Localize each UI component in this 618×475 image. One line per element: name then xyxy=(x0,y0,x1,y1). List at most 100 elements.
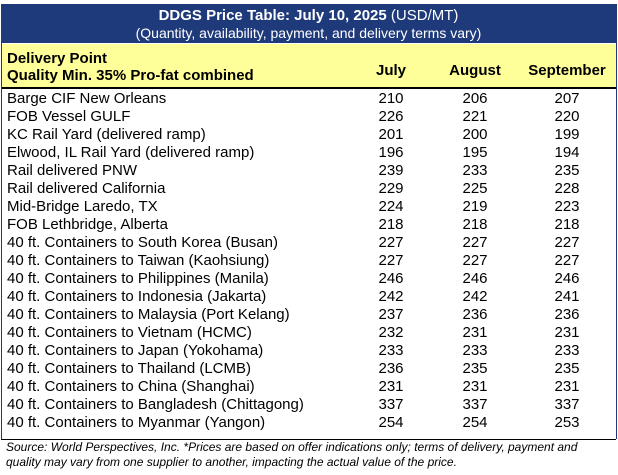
header-delivery-point: Delivery Point Quality Min. 35% Pro-fat … xyxy=(7,50,254,84)
row-delivery-point: 40 ft. Containers to China (Shanghai) xyxy=(7,378,255,395)
table-row: 40 ft. Containers to Malaysia (Port Kela… xyxy=(1,306,616,324)
price-september: 218 xyxy=(554,216,580,233)
row-delivery-point: 40 ft. Containers to Malaysia (Port Kela… xyxy=(7,306,290,323)
price-september: 337 xyxy=(554,396,580,413)
source-footnote: Source: World Perspectives, Inc. *Prices… xyxy=(6,440,578,469)
table-subtitle: (Quantity, availability, payment, and de… xyxy=(135,25,482,41)
price-july: 337 xyxy=(378,396,404,413)
price-july: 229 xyxy=(378,180,404,197)
table-row: 40 ft. Containers to Vietnam (HCMC) 232 23… xyxy=(1,324,616,342)
price-august: 219 xyxy=(462,198,488,215)
price-july: 237 xyxy=(378,306,404,323)
table-left-border xyxy=(1,4,2,439)
price-september: 231 xyxy=(554,378,580,395)
row-delivery-point: 40 ft. Containers to Indonesia (Jakarta) xyxy=(7,288,267,305)
table-title-text: DDGS Price Table: July 10, 2025 xyxy=(158,7,387,24)
table-row: Rail delivered California 229 225 228 xyxy=(1,180,616,198)
price-september: 227 xyxy=(554,234,580,251)
price-july: 232 xyxy=(378,324,404,341)
price-august: 221 xyxy=(462,108,488,125)
price-july: 201 xyxy=(378,126,404,143)
price-september: 236 xyxy=(554,306,580,323)
price-september: 235 xyxy=(554,360,580,377)
header-col-july: July xyxy=(375,62,406,79)
price-july: 196 xyxy=(378,144,404,161)
price-july: 236 xyxy=(378,360,404,377)
table-row: 40 ft. Containers to Philippines (Manila… xyxy=(1,270,616,288)
price-july: 227 xyxy=(378,252,404,269)
table-row: 40 ft. Containers to Thailand (LCMB) 236 2… xyxy=(1,360,616,378)
price-august: 195 xyxy=(462,144,488,161)
table-row: 40 ft. Containers to Japan (Yokohama) 233… xyxy=(1,342,616,360)
price-september: 253 xyxy=(554,414,580,431)
header-delivery-point-label: Delivery Point xyxy=(7,50,108,67)
table-row: Rail delivered PNW 239 233 235 xyxy=(1,162,616,180)
price-august: 231 xyxy=(462,324,488,341)
price-august: 242 xyxy=(462,288,488,305)
row-delivery-point: 40 ft. Containers to Taiwan (Kaohsiung) xyxy=(7,252,270,269)
price-july: 233 xyxy=(378,342,404,359)
row-delivery-point: 40 ft. Containers to Japan (Yokohama) xyxy=(7,342,264,359)
price-september: 246 xyxy=(554,270,580,287)
price-july: 218 xyxy=(378,216,404,233)
price-september: 199 xyxy=(554,126,580,143)
price-july: 231 xyxy=(378,378,404,395)
price-september: 220 xyxy=(554,108,580,125)
price-august: 236 xyxy=(462,306,488,323)
price-august: 227 xyxy=(462,252,488,269)
row-delivery-point: Rail delivered California xyxy=(7,180,166,197)
table-title: DDGS Price Table: July 10, 2025 (USD/MT) xyxy=(2,7,615,25)
price-september: 223 xyxy=(554,198,580,215)
price-july: 226 xyxy=(378,108,404,125)
table-row: FOB Lethbridge, Alberta 218 218 218 xyxy=(1,216,616,234)
header-col-september: September xyxy=(528,62,606,79)
row-delivery-point: KC Rail Yard (delivered ramp) xyxy=(7,126,206,143)
table-bottom-rule xyxy=(1,439,616,440)
table-row: 40 ft. Containers to China (Shanghai) 231… xyxy=(1,378,616,396)
price-august: 235 xyxy=(462,360,488,377)
table-body: Barge CIF New Orleans 210 206 207 FOB Vessel… xyxy=(1,90,616,432)
table-header: Delivery Point Quality Min. 35% Pro-fat … xyxy=(1,44,616,89)
header-quality-label: Quality Min. 35% Pro-fat combined xyxy=(7,67,254,84)
row-delivery-point: FOB Lethbridge, Alberta xyxy=(7,216,168,233)
price-september: 241 xyxy=(554,288,580,305)
price-august: 200 xyxy=(462,126,488,143)
table-row: 40 ft. Containers to Myanmar (Yangon) 254… xyxy=(1,414,616,432)
row-delivery-point: 40 ft. Containers to Thailand (LCMB) xyxy=(7,360,252,377)
table-row: 40 ft. Containers to South Korea (Busan)… xyxy=(1,234,616,252)
row-delivery-point: 40 ft. Containers to South Korea (Busan) xyxy=(7,234,278,251)
row-delivery-point: Barge CIF New Orleans xyxy=(7,90,167,107)
price-august: 337 xyxy=(462,396,488,413)
row-delivery-point: 40 ft. Containers to Vietnam (HCMC) xyxy=(7,324,252,341)
row-delivery-point: Rail delivered PNW xyxy=(7,162,138,179)
row-delivery-point: FOB Vessel GULF xyxy=(7,108,131,125)
table-title-bar: DDGS Price Table: July 10, 2025 (USD/MT)… xyxy=(1,4,616,43)
price-august: 231 xyxy=(462,378,488,395)
price-september: 231 xyxy=(554,324,580,341)
price-july: 224 xyxy=(378,198,404,215)
price-august: 233 xyxy=(462,342,488,359)
row-delivery-point: 40 ft. Containers to Philippines (Manila… xyxy=(7,270,269,287)
row-delivery-point: Elwood, IL Rail Yard (delivered ramp) xyxy=(7,144,255,161)
price-september: 233 xyxy=(554,342,580,359)
table-row: 40 ft. Containers to Taiwan (Kaohsiung) 2… xyxy=(1,252,616,270)
price-august: 246 xyxy=(462,270,488,287)
table-row: 40 ft. Containers to Indonesia (Jakarta)… xyxy=(1,288,616,306)
price-august: 206 xyxy=(462,90,488,107)
row-delivery-point: 40 ft. Containers to Bangladesh (Chittag… xyxy=(7,396,304,413)
price-august: 225 xyxy=(462,180,488,197)
row-delivery-point: Mid-Bridge Laredo, TX xyxy=(7,198,158,215)
price-august: 233 xyxy=(462,162,488,179)
table-title-unit: (USD/MT) xyxy=(390,7,459,24)
price-september: 228 xyxy=(554,180,580,197)
price-september: 207 xyxy=(554,90,580,107)
price-august: 218 xyxy=(462,216,488,233)
price-july: 239 xyxy=(378,162,404,179)
price-september: 235 xyxy=(554,162,580,179)
table-row: FOB Vessel GULF 226 221 220 xyxy=(1,108,616,126)
price-september: 227 xyxy=(554,252,580,269)
price-july: 242 xyxy=(378,288,404,305)
table-row: Elwood, IL Rail Yard (delivered ramp) 196… xyxy=(1,144,616,162)
price-july: 210 xyxy=(378,90,404,107)
